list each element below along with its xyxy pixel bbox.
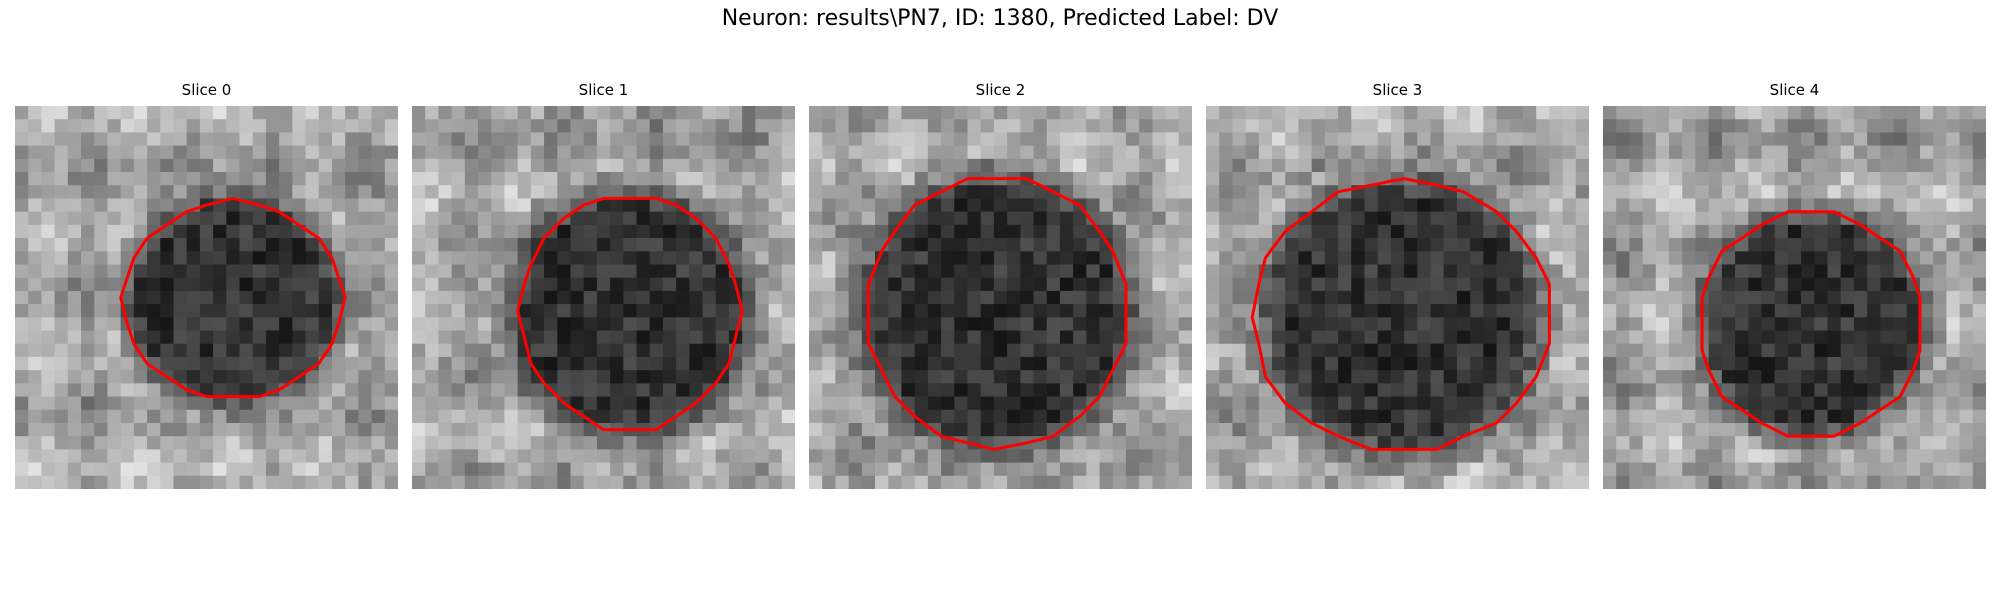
- slice-image-2: [809, 106, 1192, 489]
- panel-title: Slice 2: [975, 81, 1026, 99]
- slice-image-4: [1603, 106, 1986, 489]
- slice-panel-1: Slice 1: [412, 81, 795, 489]
- slice-panel-0: Slice 0: [15, 81, 398, 489]
- slice-panel-3: Slice 3: [1206, 81, 1589, 489]
- figure-title: Neuron: results\PN7, ID: 1380, Predicted…: [721, 6, 1279, 31]
- panel-title: Slice 0: [181, 81, 232, 99]
- roi-contour: [1700, 210, 1922, 438]
- slice-panel-2: Slice 2: [809, 81, 1192, 489]
- roi-contour: [119, 196, 347, 399]
- panel-title: Slice 1: [578, 81, 629, 99]
- slice-panel-4: Slice 4: [1603, 81, 1986, 489]
- slice-image-0: [15, 106, 398, 489]
- panel-title: Slice 4: [1769, 81, 1820, 99]
- slice-image-1: [412, 106, 795, 489]
- roi-contour: [1250, 177, 1551, 451]
- roi-contour: [866, 177, 1128, 451]
- roi-contour: [516, 196, 744, 432]
- panel-title: Slice 3: [1372, 81, 1423, 99]
- slice-image-3: [1206, 106, 1589, 489]
